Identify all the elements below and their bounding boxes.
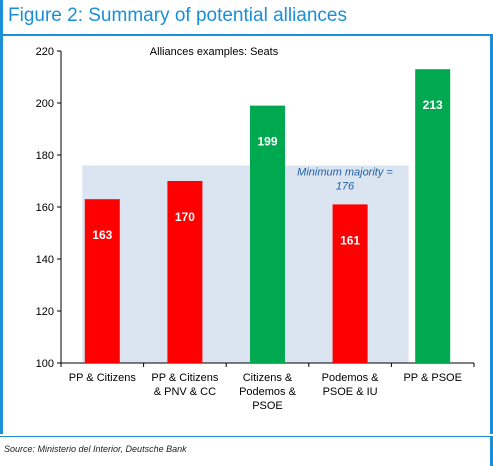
chart-area: Alliances examples: Seats Minimum majorit… bbox=[0, 36, 493, 434]
x-tick-label: PSOE bbox=[252, 400, 283, 412]
chart-title: Alliances examples: Seats bbox=[150, 46, 279, 58]
bar-chart: Alliances examples: Seats Minimum majorit… bbox=[36, 46, 475, 412]
bar bbox=[167, 181, 203, 363]
bar bbox=[250, 105, 285, 363]
title-rule bbox=[0, 34, 493, 36]
data-label: 199 bbox=[257, 135, 277, 149]
data-label: 170 bbox=[175, 210, 195, 224]
x-tick-label: Podemos & bbox=[239, 386, 297, 398]
y-tick-label: 200 bbox=[36, 98, 54, 110]
majority-value-label: 176 bbox=[336, 180, 355, 192]
majority-label: Minimum majority = bbox=[297, 166, 393, 178]
source-rule bbox=[0, 436, 493, 437]
bar bbox=[84, 199, 120, 363]
source-note: Source: Ministerio del Interior, Deutsch… bbox=[4, 444, 187, 454]
figure-title: Figure 2: Summary of potential alliances bbox=[0, 0, 493, 34]
bar bbox=[332, 204, 368, 363]
x-tick-label: PP & Citizens bbox=[69, 372, 137, 384]
x-tick-label: PP & Citizens bbox=[151, 372, 219, 384]
x-tick-label: PP & PSOE bbox=[403, 372, 462, 384]
bar bbox=[415, 69, 451, 363]
x-tick-label: PSOE & IU bbox=[323, 386, 378, 398]
x-tick-label: Podemos & bbox=[322, 372, 380, 384]
frame-tail bbox=[490, 436, 493, 466]
y-tick-label: 180 bbox=[36, 150, 54, 162]
y-tick-label: 220 bbox=[36, 46, 54, 58]
y-tick-label: 140 bbox=[36, 254, 54, 266]
figure-title-text: Figure 2: Summary of potential alliances bbox=[8, 5, 347, 26]
data-label: 213 bbox=[423, 98, 443, 112]
x-tick-label: Citizens & bbox=[243, 372, 293, 384]
y-tick-label: 160 bbox=[36, 202, 54, 214]
x-tick-label: & PNV & CC bbox=[154, 386, 216, 398]
data-label: 161 bbox=[340, 233, 360, 247]
data-label: 163 bbox=[92, 228, 112, 242]
y-tick-label: 100 bbox=[36, 358, 54, 370]
y-tick-label: 120 bbox=[36, 306, 54, 318]
